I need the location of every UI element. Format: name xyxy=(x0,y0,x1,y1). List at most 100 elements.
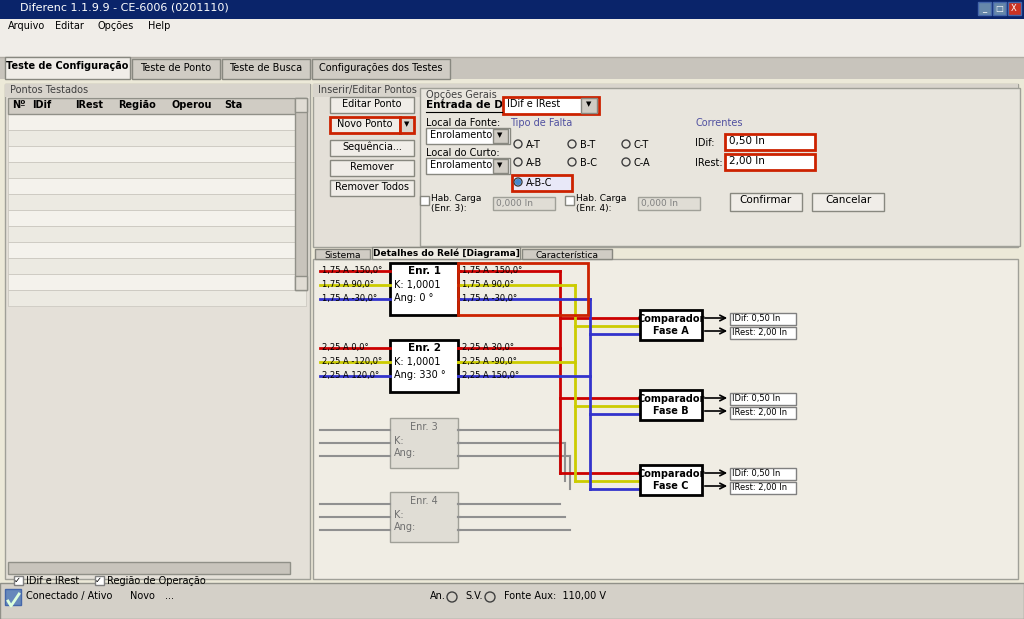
Text: 1,75 A -30,0°: 1,75 A -30,0° xyxy=(462,294,517,303)
Bar xyxy=(8,130,306,146)
Text: A-T: A-T xyxy=(526,140,541,150)
Bar xyxy=(222,59,310,79)
Bar xyxy=(8,162,306,178)
Bar xyxy=(812,193,884,211)
Text: 2,25 A -90,0°: 2,25 A -90,0° xyxy=(462,357,517,366)
Text: Hab. Carga
(Enr. 3):: Hab. Carga (Enr. 3): xyxy=(431,194,481,214)
Text: K: 1,0001: K: 1,0001 xyxy=(394,357,440,367)
Text: 2,25 A -120,0°: 2,25 A -120,0° xyxy=(322,357,382,366)
Text: Confirmar: Confirmar xyxy=(740,195,793,205)
Bar xyxy=(330,117,400,133)
Bar xyxy=(0,19,1024,35)
Bar xyxy=(0,79,1024,606)
Bar xyxy=(313,84,1018,247)
Bar xyxy=(8,210,306,226)
Text: IDif: 0,50 In: IDif: 0,50 In xyxy=(732,469,780,478)
Text: Configurações dos Testes: Configurações dos Testes xyxy=(319,63,442,73)
Text: IRest: 2,00 In: IRest: 2,00 In xyxy=(732,408,787,417)
Text: ▼: ▼ xyxy=(404,121,410,127)
Text: ...: ... xyxy=(165,591,174,601)
Text: B-C: B-C xyxy=(580,158,597,168)
Text: 0,000 In: 0,000 In xyxy=(641,199,678,208)
Text: 1,75 A -30,0°: 1,75 A -30,0° xyxy=(322,294,377,303)
Text: IRest:: IRest: xyxy=(695,158,723,168)
Bar xyxy=(8,114,306,130)
Text: Enr. 1: Enr. 1 xyxy=(408,266,440,276)
Bar xyxy=(8,258,306,274)
Bar xyxy=(581,98,597,113)
Bar xyxy=(0,583,1024,619)
Bar xyxy=(400,117,414,133)
Text: Opções Gerais: Opções Gerais xyxy=(426,90,497,100)
Text: Teste de Ponto: Teste de Ponto xyxy=(140,63,212,73)
Bar xyxy=(493,159,508,173)
Text: ▼: ▼ xyxy=(498,162,503,168)
Bar xyxy=(420,196,429,205)
Text: IDif: 0,50 In: IDif: 0,50 In xyxy=(732,314,780,323)
Text: Sistema: Sistema xyxy=(325,251,360,260)
Text: Enr. 2: Enr. 2 xyxy=(408,343,440,353)
Bar xyxy=(313,84,1018,97)
Bar xyxy=(493,197,555,210)
Text: IDif:: IDif: xyxy=(695,138,715,148)
Text: Detalhes do Relé [Diagrama]: Detalhes do Relé [Diagrama] xyxy=(373,249,519,259)
Bar xyxy=(313,259,1018,579)
Bar xyxy=(8,194,306,210)
Bar xyxy=(0,35,1024,57)
Text: Ang: 330 °: Ang: 330 ° xyxy=(394,370,445,380)
Bar xyxy=(730,313,796,325)
Text: Fase A: Fase A xyxy=(653,326,689,336)
Text: Teste de Busca: Teste de Busca xyxy=(229,63,302,73)
Text: Arquivo: Arquivo xyxy=(8,21,45,31)
Bar xyxy=(522,249,612,259)
Bar xyxy=(8,274,306,290)
Bar xyxy=(730,327,796,339)
Text: IDif: 0,50 In: IDif: 0,50 In xyxy=(732,394,780,403)
Bar xyxy=(330,140,414,156)
Text: Nº: Nº xyxy=(12,100,26,110)
Bar xyxy=(5,84,310,579)
Bar xyxy=(8,290,306,306)
Text: Novo Ponto: Novo Ponto xyxy=(337,119,393,129)
Text: IRest: 2,00 In: IRest: 2,00 In xyxy=(732,328,787,337)
Bar xyxy=(0,0,1024,19)
Text: Sequência...: Sequência... xyxy=(342,142,402,152)
Bar xyxy=(315,249,370,259)
Text: Teste de Configuração: Teste de Configuração xyxy=(6,61,129,71)
Bar xyxy=(312,59,450,79)
Bar xyxy=(725,134,815,150)
Text: IDif e IRest: IDif e IRest xyxy=(507,99,560,109)
Bar xyxy=(5,589,22,605)
Bar xyxy=(638,197,700,210)
Text: 1,75 A 90,0°: 1,75 A 90,0° xyxy=(462,280,514,289)
Text: 0,50 In: 0,50 In xyxy=(729,136,765,146)
Bar xyxy=(493,129,508,143)
Text: A-B: A-B xyxy=(526,158,543,168)
Text: ▼: ▼ xyxy=(498,132,503,138)
Text: C-T: C-T xyxy=(634,140,649,150)
Text: Correntes: Correntes xyxy=(695,118,742,128)
Bar xyxy=(512,175,572,191)
Text: 2,25 A 30,0°: 2,25 A 30,0° xyxy=(462,343,514,352)
Text: IDif e IRest: IDif e IRest xyxy=(26,576,79,586)
Text: Fase B: Fase B xyxy=(653,406,689,416)
Text: Comparador: Comparador xyxy=(637,394,705,404)
Text: Fonte Aux:  110,00 V: Fonte Aux: 110,00 V xyxy=(504,591,606,601)
Bar xyxy=(993,2,1006,15)
Bar xyxy=(8,562,290,574)
Bar xyxy=(730,482,796,494)
Bar xyxy=(390,492,458,542)
Bar xyxy=(5,57,130,79)
Text: 2,25 A 120,0°: 2,25 A 120,0° xyxy=(322,371,379,380)
Text: Sta: Sta xyxy=(224,100,243,110)
Bar xyxy=(420,88,1020,246)
Text: An.: An. xyxy=(430,591,445,601)
Bar xyxy=(1008,2,1021,15)
Text: Remover: Remover xyxy=(350,162,394,172)
Bar xyxy=(725,154,815,170)
Text: 2,25 A 0,0°: 2,25 A 0,0° xyxy=(322,343,369,352)
Text: Editar Ponto: Editar Ponto xyxy=(342,99,401,109)
Text: A-B-C: A-B-C xyxy=(526,178,553,188)
Bar xyxy=(640,310,702,340)
Text: B-T: B-T xyxy=(580,140,595,150)
